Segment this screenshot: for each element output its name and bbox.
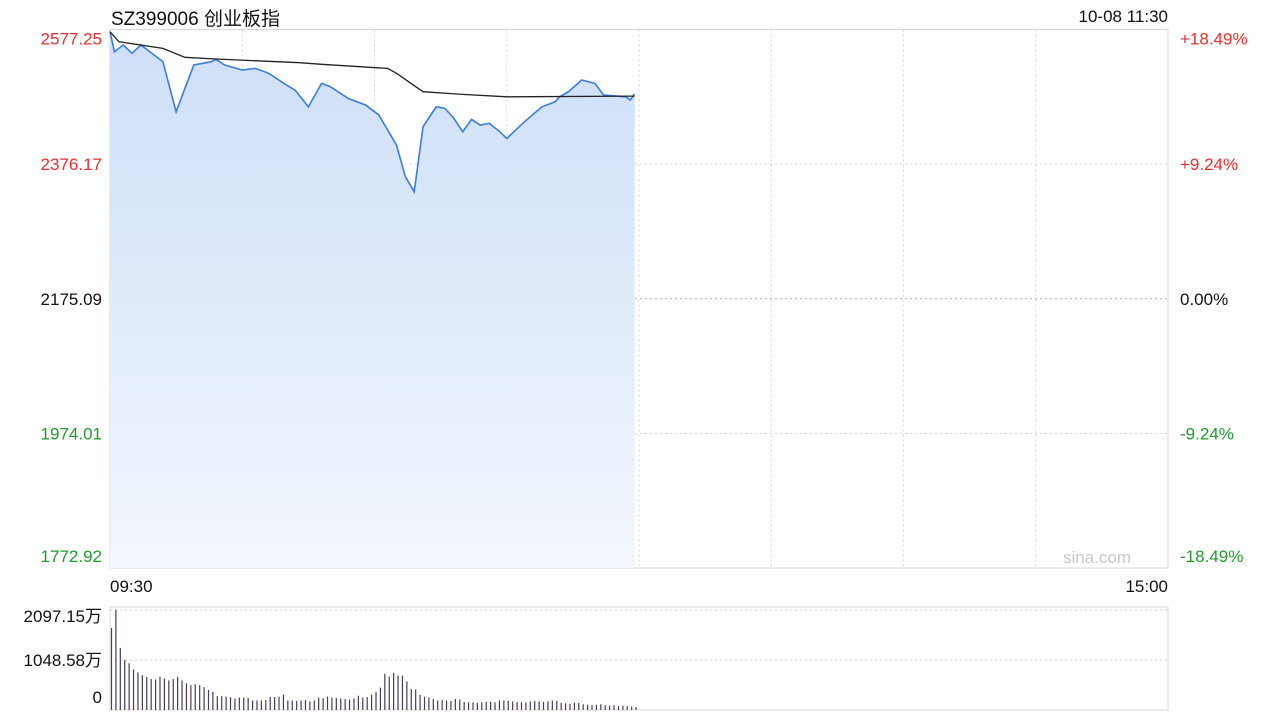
y-tick-label-right: -9.24% — [1180, 424, 1234, 443]
y-tick-label: 1772.92 — [41, 547, 102, 566]
average-line — [109, 31, 635, 98]
volume-tick-label: 0 — [93, 688, 102, 707]
chart-title: SZ399006 创业板指 — [111, 9, 280, 30]
x-tick-label: 09:30 — [110, 577, 153, 596]
volume-frame — [109, 606, 1169, 711]
y-tick-label: 2376.17 — [41, 155, 102, 174]
price-area — [110, 31, 635, 568]
y-tick-label-right: +18.49% — [1180, 30, 1248, 49]
volume-tick-label: 1048.58万 — [24, 651, 102, 670]
y-tick-label: 1974.01 — [41, 424, 102, 443]
y-tick-label: 2175.09 — [41, 290, 102, 309]
x-tick-label: 15:00 — [1125, 577, 1168, 596]
y-tick-label: 2577.25 — [41, 30, 102, 49]
price-line — [109, 31, 636, 195]
y-tick-label-right: 0.00% — [1180, 290, 1228, 309]
chart-datetime: 10-08 11:30 — [1078, 7, 1168, 26]
watermark: sina.com — [1063, 548, 1132, 567]
y-tick-label-right: -18.49% — [1180, 547, 1243, 566]
y-tick-label-right: +9.24% — [1180, 155, 1238, 174]
volume-tick-label: 2097.15万 — [24, 607, 102, 626]
